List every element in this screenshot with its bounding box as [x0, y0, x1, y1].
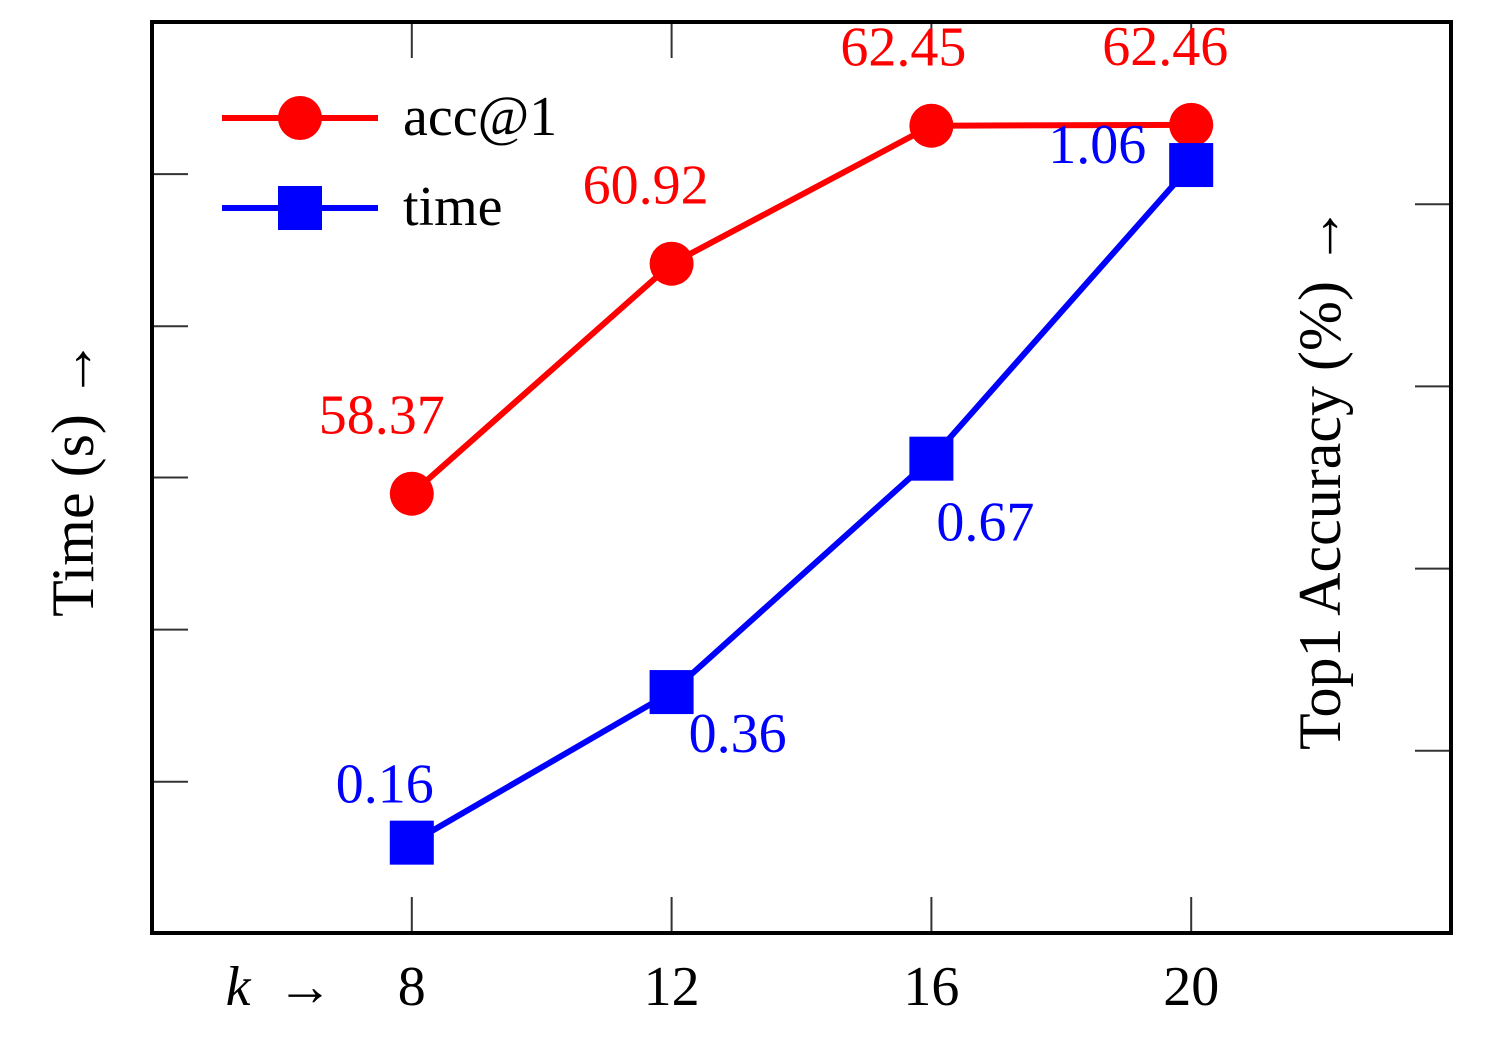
data-label-time-0: 0.16 [336, 754, 434, 816]
series-line-time [410, 163, 1194, 846]
data-label-time-2: 0.67 [936, 492, 1034, 554]
x-tick-label-2: 16 [903, 956, 959, 1018]
x-tick-label-3: 20 [1163, 956, 1219, 1018]
y-axis-label-left: Time (s) → [40, 339, 106, 617]
data-point-time-1 [649, 670, 694, 715]
data-point-acc@1-3 [1169, 102, 1214, 147]
y-axis-label-right: Top1 Accuracy (%) → [1287, 206, 1353, 750]
series-layer [389, 102, 1214, 865]
data-label-acc@1-1: 60.92 [583, 155, 709, 217]
legend: acc@1 time [222, 86, 557, 238]
legend-label-acc@1: acc@1 [403, 86, 557, 148]
data-label-acc@1-2: 62.45 [840, 17, 966, 79]
legend-label-time: time [403, 176, 503, 238]
series-line-acc@1 [409, 121, 1192, 496]
data-label-time-1: 0.36 [689, 703, 787, 765]
x-tick-labels: 8 12 16 20 [398, 956, 1219, 1018]
data-point-time-2 [909, 436, 954, 481]
data-point-acc@1-1 [649, 241, 694, 286]
x-tick-label-0: 8 [398, 956, 426, 1018]
data-label-time-3: 1.06 [1048, 114, 1146, 176]
data-labels: 58.37 60.92 62.45 62.46 0.16 0.36 0.67 1.06 [319, 16, 1228, 816]
data-label-acc@1-0: 58.37 [319, 385, 445, 447]
data-point-time-3 [1169, 143, 1214, 188]
data-point-acc@1-2 [909, 103, 954, 148]
x-tick-label-1: 12 [644, 956, 700, 1018]
axis-ticks [152, 22, 1451, 933]
x-axis-label-arrow: → [277, 956, 333, 1018]
x-axis-label-variable: k [226, 956, 252, 1018]
data-point-time-0 [389, 820, 434, 865]
data-label-acc@1-3: 62.46 [1102, 16, 1228, 78]
legend-marker-acc@1 [278, 96, 322, 140]
plot-frame [150, 20, 1453, 935]
data-point-acc@1-0 [389, 471, 434, 516]
legend-marker-time [278, 186, 322, 230]
